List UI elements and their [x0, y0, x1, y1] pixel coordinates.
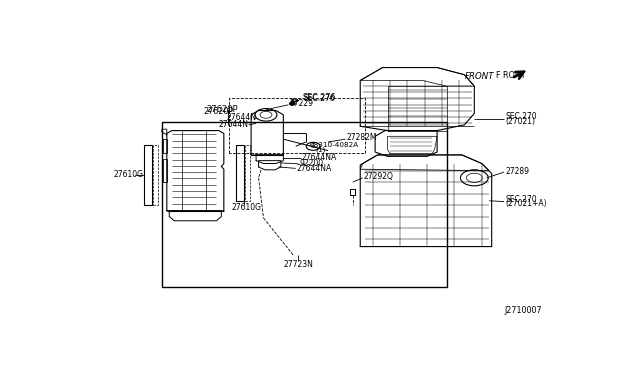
Text: (1): (1) [316, 147, 326, 153]
Text: 08310-4082A: 08310-4082A [309, 142, 358, 148]
Text: 27644NA: 27644NA [301, 153, 337, 162]
Bar [236, 145, 244, 201]
Text: F RONT: F RONT [495, 71, 525, 80]
Text: SEC.270: SEC.270 [505, 195, 537, 204]
Text: (27021+A): (27021+A) [505, 199, 547, 208]
Bar [145, 145, 152, 205]
Text: 27620P: 27620P [207, 105, 238, 113]
Text: 92200: 92200 [300, 159, 323, 168]
Text: 27229: 27229 [289, 99, 314, 108]
Text: 27644N: 27644N [219, 121, 249, 129]
Bar [154, 145, 158, 205]
Text: 27620P: 27620P [203, 107, 233, 116]
Text: J2710007: J2710007 [504, 306, 541, 315]
Text: FRONT: FRONT [465, 72, 494, 81]
Text: SEC.276: SEC.276 [302, 93, 336, 102]
Bar [162, 122, 447, 287]
Bar [163, 139, 167, 154]
Text: 27610G: 27610G [231, 203, 261, 212]
Text: 27644N: 27644N [227, 113, 256, 122]
Text: 27610G: 27610G [114, 170, 144, 179]
Text: 27282M: 27282M [346, 133, 377, 142]
Text: (27021): (27021) [505, 117, 535, 126]
Bar [163, 159, 167, 182]
Text: 27292Q: 27292Q [364, 173, 394, 182]
Text: 27644NA: 27644NA [297, 164, 332, 173]
Text: SEC.276: SEC.276 [303, 94, 335, 103]
Text: S: S [311, 143, 316, 149]
Text: SEC.270: SEC.270 [505, 112, 537, 121]
Text: 27723N: 27723N [284, 260, 313, 269]
Bar [245, 145, 250, 201]
Text: 27289: 27289 [505, 167, 529, 176]
